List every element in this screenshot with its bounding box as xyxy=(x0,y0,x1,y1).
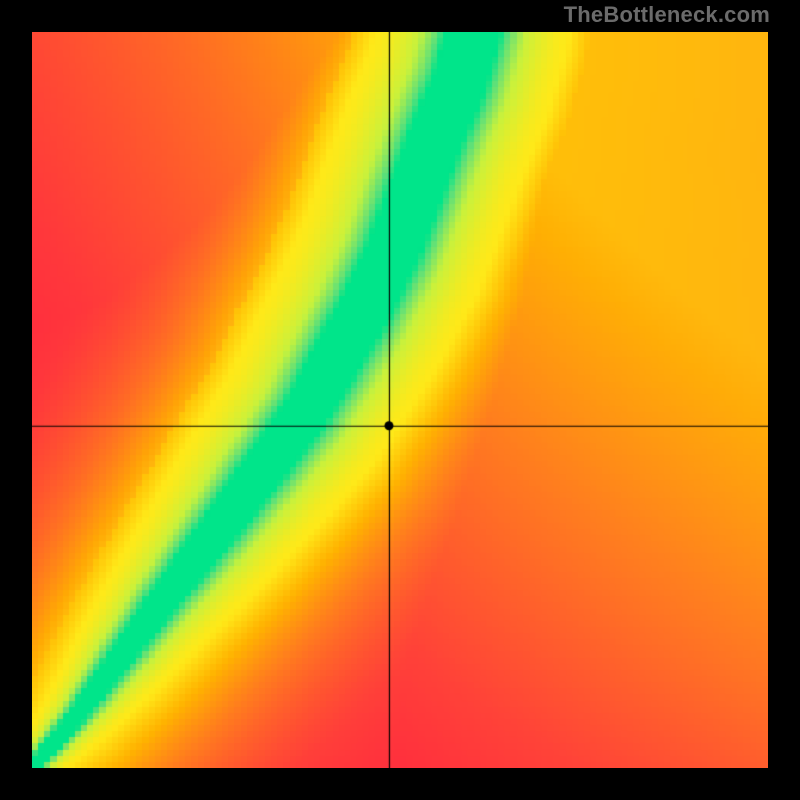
bottleneck-heatmap xyxy=(32,32,768,768)
watermark-text: TheBottleneck.com xyxy=(564,2,770,28)
